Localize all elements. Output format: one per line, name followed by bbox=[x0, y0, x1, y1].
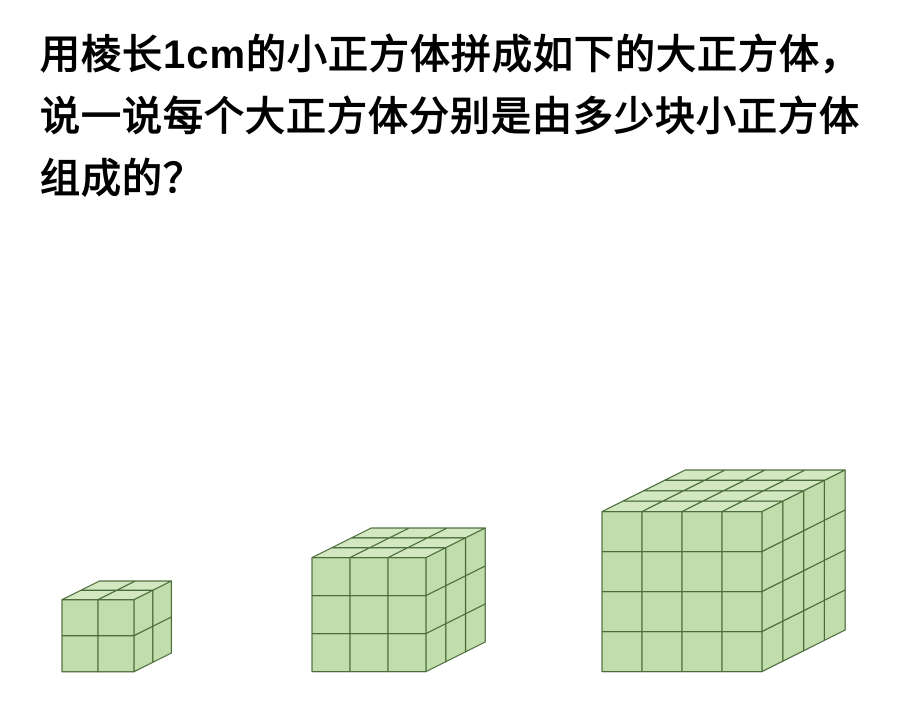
cube-4x4x4 bbox=[600, 468, 847, 674]
question-text: 用棱长1cm的小正方体拼成如下的大正方体，说一说每个大正方体分别是由多少块小正方… bbox=[40, 24, 880, 210]
cube-2x2x2 bbox=[60, 579, 173, 674]
cubes-row bbox=[0, 314, 920, 674]
cube-3x3x3 bbox=[310, 526, 487, 674]
slide-page: 用棱长1cm的小正方体拼成如下的大正方体，说一说每个大正方体分别是由多少块小正方… bbox=[0, 0, 920, 714]
